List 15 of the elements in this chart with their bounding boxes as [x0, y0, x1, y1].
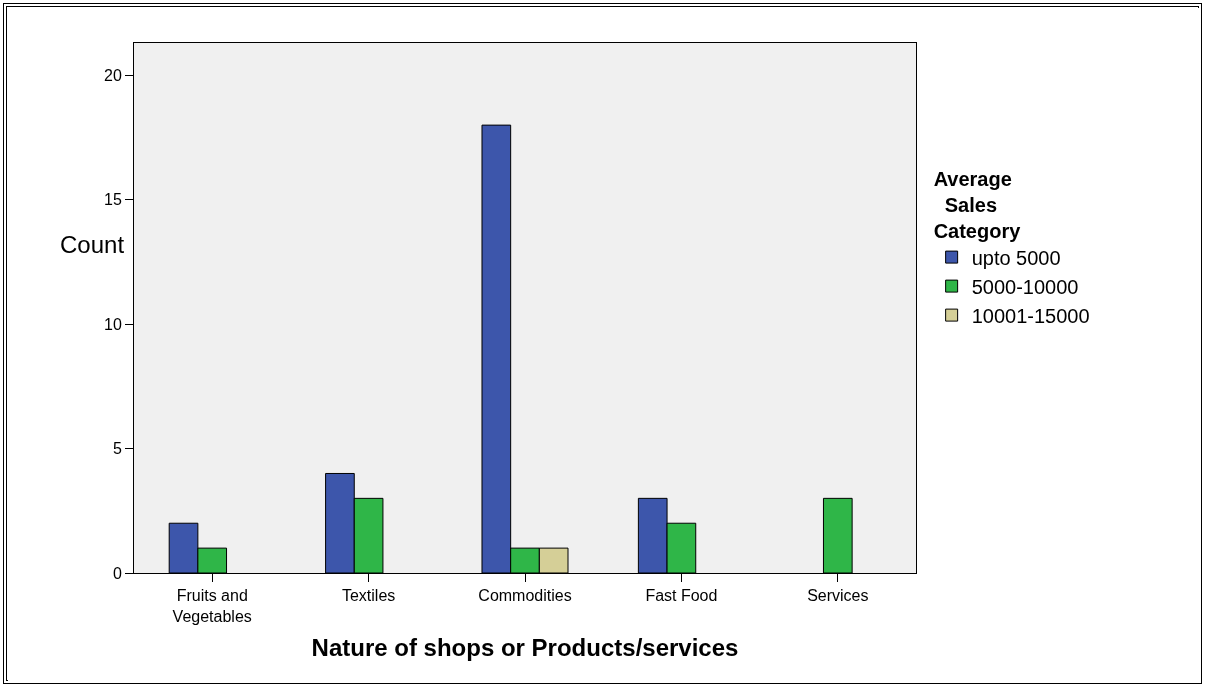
y-tick-label: 20	[104, 66, 122, 84]
y-tick-label: 0	[112, 564, 122, 582]
x-tick-label: Services	[807, 587, 869, 605]
y-axis-title: Count	[60, 231, 125, 258]
legend-label: upto 5000	[971, 246, 1061, 269]
y-tick-label: 15	[104, 191, 122, 209]
x-tick-label: Commodities	[478, 587, 572, 605]
x-tick-label: Fast Food	[645, 587, 718, 605]
y-tick-label: 5	[112, 440, 122, 458]
legend-label: 10001-15000	[971, 304, 1090, 327]
x-axis-title: Nature of shops or Products/services	[311, 634, 739, 662]
y-tick-label: 10	[104, 315, 122, 333]
legend-label: 5000-10000	[971, 275, 1079, 298]
x-tick-label: Textiles	[341, 587, 396, 605]
x-tick-label: Fruits and Vegetables	[172, 587, 252, 625]
